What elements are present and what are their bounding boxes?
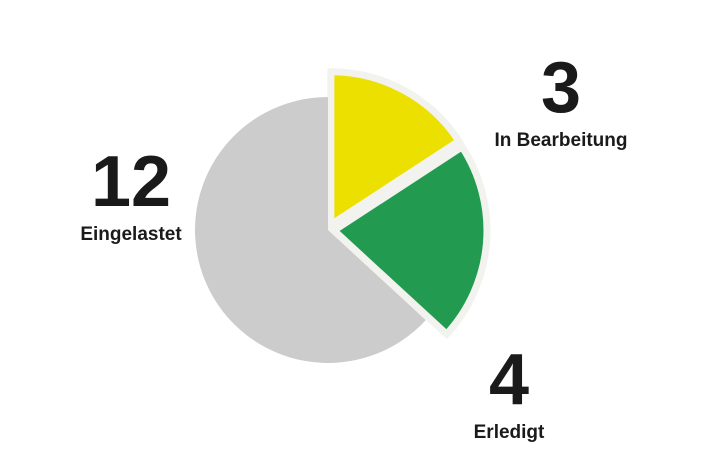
pie-slice-erledigt bbox=[328, 141, 491, 340]
pie-slice-in-bearbeitung bbox=[327, 68, 464, 232]
pie-slice-eingelastet bbox=[195, 97, 426, 364]
count-eingelastet: 12 bbox=[90, 142, 172, 222]
count-in-bearbeitung: 3 bbox=[540, 48, 582, 128]
label-in-bearbeitung: 3 In Bearbeitung bbox=[470, 52, 652, 152]
name-erledigt: Erledigt bbox=[473, 422, 545, 443]
label-erledigt: 4 Erledigt bbox=[449, 344, 569, 444]
name-eingelastet: Eingelastet bbox=[80, 224, 182, 245]
label-eingelastet: 12 Eingelastet bbox=[60, 146, 202, 246]
count-erledigt: 4 bbox=[488, 340, 530, 420]
pie-slices bbox=[195, 68, 491, 364]
name-in-bearbeitung: In Bearbeitung bbox=[494, 130, 628, 151]
